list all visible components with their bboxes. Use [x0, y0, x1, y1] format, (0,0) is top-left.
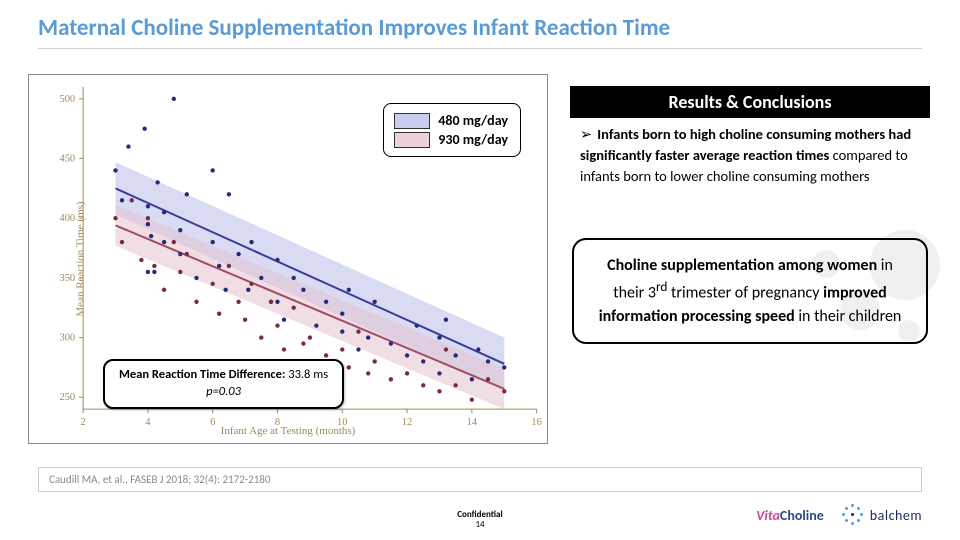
chart-legend: 480 mg/day 930 mg/day — [383, 103, 521, 157]
annotation-bold: Mean Reaction Time Difference: — [119, 367, 285, 382]
annotation-pvalue: p=0.03 — [206, 384, 241, 399]
svg-text:300: 300 — [60, 333, 76, 344]
chart-annotation: Mean Reaction Time Difference: 33.8 ms p… — [103, 359, 344, 409]
reference-citation: Caudill MA, et al., FASEB J 2018; 32(4):… — [38, 467, 922, 492]
balchem-logo: balchem — [842, 504, 922, 526]
balchem-dots-icon — [842, 504, 864, 526]
callout-t2: trimester of pregnancy — [667, 284, 823, 303]
svg-text:250: 250 — [60, 392, 76, 403]
svg-text:350: 350 — [60, 273, 76, 284]
chart-y-axis-label: Mean Reaction Time (ms) — [75, 201, 87, 316]
conclusion-callout: Choline supplementation among women in t… — [572, 238, 928, 344]
legend-swatch-icon — [394, 132, 430, 148]
callout-sup: rd — [656, 278, 667, 295]
legend-swatch-icon — [394, 113, 430, 129]
footer-logos: VitaCholine balchem — [756, 504, 922, 526]
page-title: Maternal Choline Supplementation Improve… — [38, 14, 670, 42]
legend-item: 480 mg/day — [394, 112, 508, 129]
svg-text:400: 400 — [60, 213, 76, 224]
reaction-time-chart: 246810121416250300350400450500 Mean Reac… — [28, 74, 548, 444]
title-divider — [38, 48, 922, 49]
callout-b1: Choline supplementation among women — [607, 256, 877, 275]
vitacholine-logo: VitaCholine — [756, 507, 824, 524]
legend-label: 930 mg/day — [438, 131, 508, 148]
svg-text:450: 450 — [60, 154, 76, 165]
results-bullet: ➢ Infants born to high choline consuming… — [580, 124, 926, 187]
callout-t3: in their children — [795, 307, 902, 326]
bullet-arrow-icon: ➢ — [580, 124, 594, 145]
legend-item: 930 mg/day — [394, 131, 508, 148]
annotation-value: 33.8 ms — [285, 367, 328, 382]
legend-label: 480 mg/day — [438, 112, 508, 129]
chart-x-axis-label: Infant Age at Testing (months) — [29, 425, 547, 437]
results-header: Results & Conclusions — [570, 86, 930, 118]
svg-text:500: 500 — [60, 94, 76, 105]
